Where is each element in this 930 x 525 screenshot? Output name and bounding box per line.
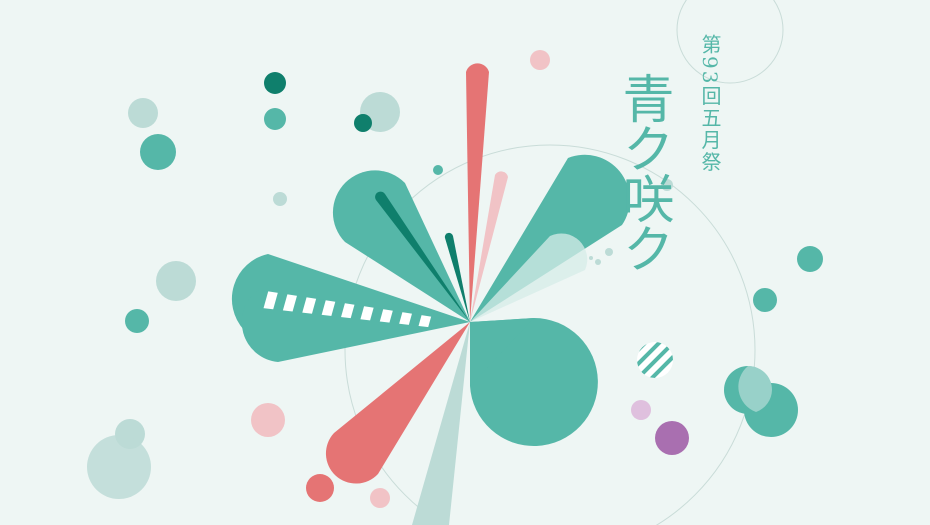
dot xyxy=(595,259,601,265)
petal-pink xyxy=(470,171,508,322)
dot xyxy=(273,192,287,206)
edition-label: 第93回五月祭 xyxy=(698,34,722,173)
decorative-dots xyxy=(87,50,823,508)
dot xyxy=(264,108,286,130)
petal-coral-tall xyxy=(466,63,489,322)
dot xyxy=(125,309,149,333)
dot xyxy=(655,421,689,455)
dot-overlap-highlight xyxy=(738,366,772,412)
dot xyxy=(589,256,593,260)
petal-stem xyxy=(412,322,470,525)
dot xyxy=(605,248,613,256)
dot xyxy=(156,261,196,301)
dot xyxy=(128,98,158,128)
flower xyxy=(231,63,630,525)
edition-number: 93 xyxy=(698,56,722,86)
dot xyxy=(354,114,372,132)
outline-ring-small xyxy=(676,0,784,84)
dot xyxy=(87,435,151,499)
petal-upper-left xyxy=(332,170,470,322)
petal-lower-right-core xyxy=(470,318,534,386)
petal-coral-lower xyxy=(325,322,470,484)
outline-ring-large xyxy=(344,144,756,525)
dot xyxy=(797,246,823,272)
festival-title: 青ク咲ク xyxy=(613,72,673,272)
edition-suffix: 回五月祭 xyxy=(698,85,722,174)
petal-dark-1 xyxy=(375,191,470,322)
dot xyxy=(251,403,285,437)
dot xyxy=(306,474,334,502)
dot xyxy=(661,179,673,191)
dot xyxy=(530,50,550,70)
edition-prefix: 第 xyxy=(698,34,722,56)
dot xyxy=(433,165,443,175)
dot xyxy=(264,72,286,94)
dot xyxy=(631,400,651,420)
petal-dark-2 xyxy=(444,232,470,322)
dot xyxy=(140,134,176,170)
petal-pale-overlay xyxy=(470,233,588,322)
dot xyxy=(753,288,777,312)
dot xyxy=(370,488,390,508)
striped-circle xyxy=(637,342,673,378)
